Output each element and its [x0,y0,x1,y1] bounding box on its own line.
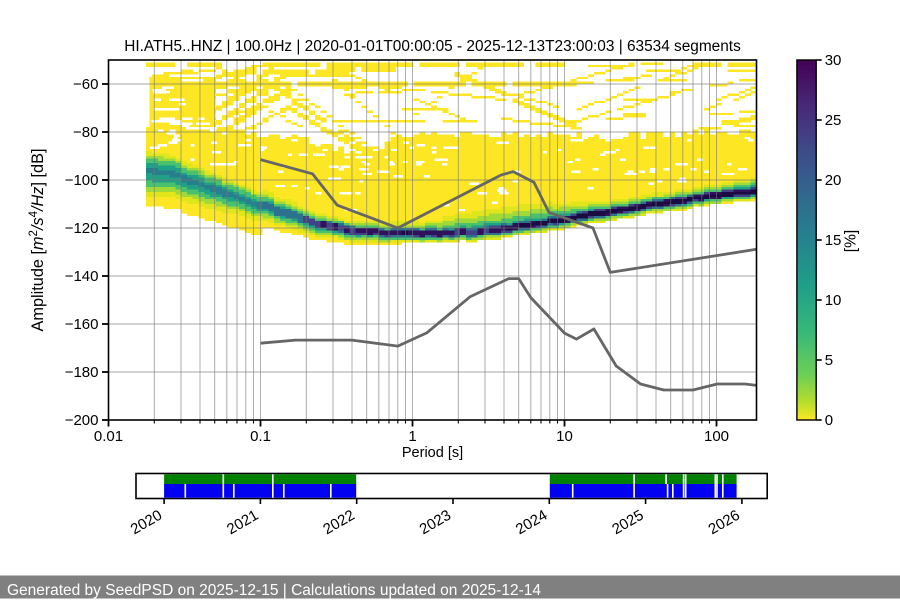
svg-text:5: 5 [825,352,833,369]
svg-text:100: 100 [704,428,729,445]
svg-text:0.01: 0.01 [94,428,123,445]
svg-text:30: 30 [825,52,842,69]
svg-text:HI.ATH5..HNZ | 100.0Hz | 2020-: HI.ATH5..HNZ | 100.0Hz | 2020-01-01T00:0… [124,38,741,55]
svg-text:−200: −200 [65,412,99,429]
svg-text:−120: −120 [65,220,99,237]
svg-text:−60: −60 [73,76,98,93]
svg-text:Period [s]: Period [s] [402,445,463,461]
svg-text:10: 10 [825,292,842,309]
svg-text:−80: −80 [73,124,98,141]
svg-text:10: 10 [556,428,573,445]
svg-text:−180: −180 [65,364,99,381]
svg-text:20: 20 [825,172,842,189]
svg-text:−100: −100 [65,172,99,189]
svg-text:25: 25 [825,112,842,129]
svg-text:−160: −160 [65,316,99,333]
svg-text:15: 15 [825,232,842,249]
svg-text:1: 1 [408,428,416,445]
svg-text:[%]: [%] [843,230,860,252]
svg-text:Generated by SeedPSD on 2025-1: Generated by SeedPSD on 2025-12-15 | Cal… [7,582,541,599]
svg-text:−140: −140 [65,268,99,285]
svg-text:0.1: 0.1 [250,428,271,445]
svg-text:0: 0 [825,412,833,429]
svg-text:Amplitude [m2/s4/Hz] [dB]: Amplitude [m2/s4/Hz] [dB] [28,149,47,332]
